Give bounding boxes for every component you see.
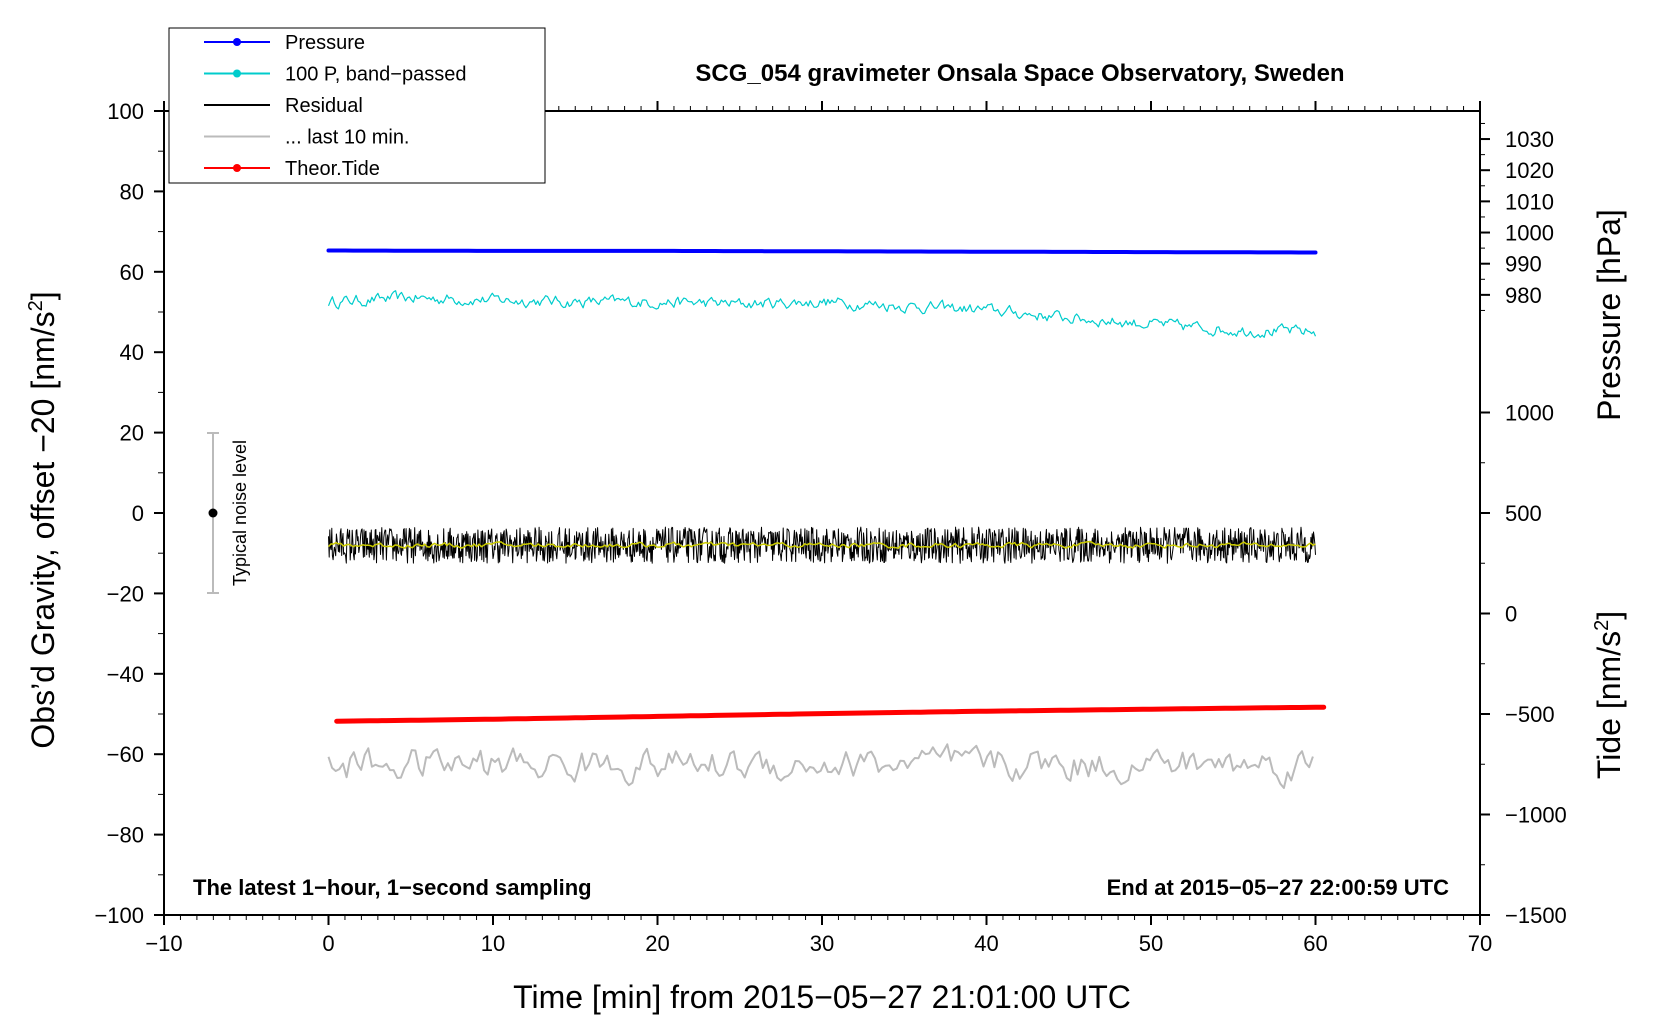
tide-tick-label: 0 — [1505, 602, 1517, 627]
plot-frame — [163, 110, 1481, 916]
y-axis-left: −100 −80 −60 −40 −20 0 20 40 60 80 100 — [94, 99, 164, 928]
y-axis-left-label: Obs’d Gravity, offset −20 [nm/s2] — [25, 291, 61, 748]
tide-axis-label-sup: 2 — [1591, 620, 1613, 631]
legend-items: Pressure 100 P, band−passed Residual ... la… — [204, 32, 466, 180]
series-line — [327, 743, 1314, 789]
tide-tick-label: −500 — [1505, 702, 1555, 727]
y-tick-label: −100 — [94, 903, 144, 928]
series-line — [328, 526, 1316, 564]
pressure-axis-label: Pressure [hPa] — [1591, 209, 1627, 421]
legend-label: 100 P, band−passed — [285, 64, 466, 86]
tide-tick-label: −1500 — [1505, 903, 1567, 928]
legend-marker — [233, 69, 241, 78]
tide-axis-label-end: ] — [1591, 611, 1627, 620]
pressure-tick-label: 990 — [1505, 252, 1542, 277]
tide-axis-label-main: Tide [nm/s — [1591, 631, 1627, 779]
y-tick-label: 40 — [120, 340, 144, 365]
y-tick-label: −60 — [107, 742, 144, 767]
legend-label: ... last 10 min. — [285, 127, 410, 149]
y-axis-left-label-sup: 2 — [25, 300, 47, 311]
x-tick-label: 60 — [1303, 931, 1327, 956]
pressure-tick-label: 1020 — [1505, 158, 1554, 183]
x-tick-label: 30 — [810, 931, 834, 956]
legend-label: Pressure — [285, 32, 365, 54]
series-line — [334, 704, 1327, 724]
x-axis-label: Time [min] from 2015−05−27 21:01:00 UTC — [513, 979, 1131, 1015]
tide-axis-label: Tide [nm/s2] — [1591, 611, 1627, 779]
series-layer — [326, 248, 1327, 789]
legend-marker — [233, 38, 241, 46]
noise-center-dot — [208, 508, 218, 518]
x-tick-label: 0 — [322, 931, 334, 956]
legend-label: Theor.Tide — [285, 158, 380, 180]
y-tick-label: 60 — [120, 260, 144, 285]
pressure-tick-label: 1030 — [1505, 127, 1554, 152]
series-line — [326, 248, 1318, 255]
x-tick-label: 50 — [1139, 931, 1163, 956]
legend-marker — [233, 164, 241, 172]
tide-tick-label: 500 — [1505, 501, 1542, 526]
pressure-tick-label: 1000 — [1505, 221, 1554, 246]
x-tick-label: −10 — [145, 931, 182, 956]
y-tick-label: −20 — [107, 581, 144, 606]
annotation-sampling: The latest 1−hour, 1−second sampling — [193, 875, 592, 900]
chart-title: SCG_054 gravimeter Onsala Space Observat… — [695, 60, 1344, 87]
y-axis-left-label-end: ] — [25, 291, 61, 300]
y-tick-label: −40 — [107, 662, 144, 687]
x-tick-label: 70 — [1468, 931, 1492, 956]
pressure-tick-label: 980 — [1505, 283, 1542, 308]
y-tick-label: −80 — [107, 823, 144, 848]
y-tick-label: 0 — [132, 501, 144, 526]
y-axis-left-label-main: Obs’d Gravity, offset −20 [nm/s — [25, 311, 61, 748]
tide-tick-label: 1000 — [1505, 401, 1554, 426]
y-tick-label: 20 — [120, 421, 144, 446]
noise-label: Typical noise level — [230, 440, 250, 586]
tide-tick-label: −1000 — [1505, 803, 1567, 828]
y-tick-label: 80 — [120, 179, 144, 204]
x-tick-label: 20 — [645, 931, 669, 956]
legend: Pressure 100 P, band−passed Residual ... la… — [168, 27, 546, 184]
annotation-end-time: End at 2015−05−27 22:00:59 UTC — [1107, 875, 1450, 900]
y-axis-right: 980 990 1000 1010 1020 1030 −1500 −1000 −500 0 500… — [1480, 122, 1567, 928]
legend-label: Residual — [285, 95, 363, 117]
x-tick-label: 40 — [974, 931, 998, 956]
y-tick-label: 100 — [107, 99, 144, 124]
series-line — [327, 290, 1317, 339]
noise-marker: Typical noise level — [207, 432, 250, 594]
x-axis: −10 0 10 20 30 40 50 60 70 — [145, 101, 1492, 956]
pressure-tick-label: 1010 — [1505, 189, 1554, 214]
x-tick-label: 10 — [481, 931, 505, 956]
series-line — [327, 540, 1316, 549]
